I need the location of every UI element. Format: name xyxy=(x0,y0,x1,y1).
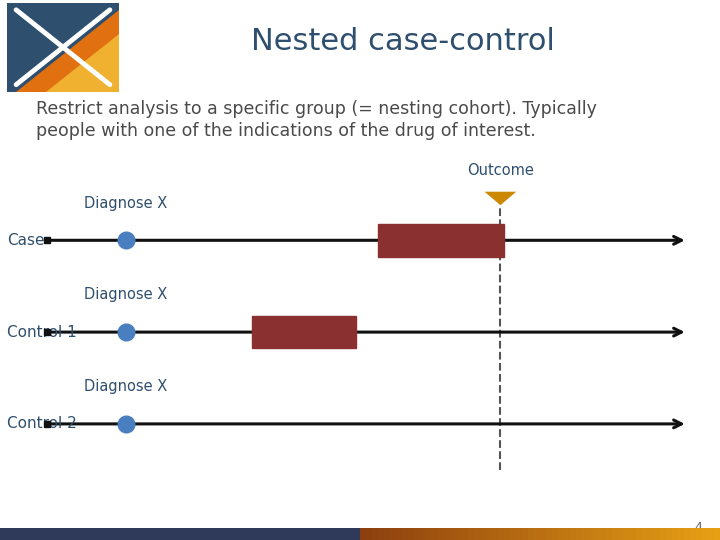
FancyBboxPatch shape xyxy=(612,528,618,540)
FancyBboxPatch shape xyxy=(696,528,703,540)
Text: Control 1: Control 1 xyxy=(7,325,77,340)
FancyBboxPatch shape xyxy=(498,528,505,540)
Text: Nested case-control: Nested case-control xyxy=(251,27,555,56)
Text: Exposure: Exposure xyxy=(405,233,477,247)
FancyBboxPatch shape xyxy=(618,528,625,540)
Text: Case: Case xyxy=(7,233,45,248)
FancyBboxPatch shape xyxy=(552,528,559,540)
Text: Exposure: Exposure xyxy=(268,325,341,339)
FancyBboxPatch shape xyxy=(648,528,654,540)
Polygon shape xyxy=(16,10,119,92)
FancyBboxPatch shape xyxy=(588,528,595,540)
FancyBboxPatch shape xyxy=(474,528,481,540)
FancyBboxPatch shape xyxy=(420,528,427,540)
Text: Diagnose X: Diagnose X xyxy=(84,287,168,302)
FancyBboxPatch shape xyxy=(570,528,577,540)
FancyBboxPatch shape xyxy=(414,528,420,540)
FancyBboxPatch shape xyxy=(558,528,564,540)
FancyBboxPatch shape xyxy=(690,528,697,540)
FancyBboxPatch shape xyxy=(372,528,379,540)
FancyBboxPatch shape xyxy=(630,528,636,540)
FancyBboxPatch shape xyxy=(576,528,582,540)
FancyBboxPatch shape xyxy=(522,528,528,540)
FancyBboxPatch shape xyxy=(390,528,397,540)
FancyBboxPatch shape xyxy=(408,528,415,540)
FancyBboxPatch shape xyxy=(468,528,474,540)
FancyBboxPatch shape xyxy=(534,528,541,540)
FancyBboxPatch shape xyxy=(444,528,451,540)
FancyBboxPatch shape xyxy=(714,528,720,540)
FancyBboxPatch shape xyxy=(252,316,356,348)
Polygon shape xyxy=(485,192,516,205)
FancyBboxPatch shape xyxy=(456,528,463,540)
Text: Control 2: Control 2 xyxy=(7,416,77,431)
FancyBboxPatch shape xyxy=(384,528,391,540)
FancyBboxPatch shape xyxy=(0,528,360,540)
FancyBboxPatch shape xyxy=(426,528,433,540)
FancyBboxPatch shape xyxy=(492,528,499,540)
Text: Diagnose X: Diagnose X xyxy=(84,379,168,394)
FancyBboxPatch shape xyxy=(366,528,373,540)
FancyBboxPatch shape xyxy=(450,528,456,540)
FancyBboxPatch shape xyxy=(504,528,510,540)
Text: Outcome: Outcome xyxy=(467,163,534,178)
FancyBboxPatch shape xyxy=(546,528,553,540)
FancyBboxPatch shape xyxy=(594,528,600,540)
FancyBboxPatch shape xyxy=(378,224,504,256)
FancyBboxPatch shape xyxy=(432,528,438,540)
Text: Diagnose X: Diagnose X xyxy=(84,195,168,211)
FancyBboxPatch shape xyxy=(606,528,613,540)
Text: 4: 4 xyxy=(694,521,702,534)
FancyBboxPatch shape xyxy=(660,528,667,540)
FancyBboxPatch shape xyxy=(510,528,517,540)
Polygon shape xyxy=(46,34,119,92)
FancyBboxPatch shape xyxy=(7,3,119,92)
FancyBboxPatch shape xyxy=(582,528,589,540)
FancyBboxPatch shape xyxy=(486,528,492,540)
Text: Restrict analysis to a specific group (= nesting cohort). Typically: Restrict analysis to a specific group (=… xyxy=(36,100,597,118)
Text: people with one of the indications of the drug of interest.: people with one of the indications of th… xyxy=(36,122,536,139)
FancyBboxPatch shape xyxy=(462,528,469,540)
FancyBboxPatch shape xyxy=(438,528,445,540)
FancyBboxPatch shape xyxy=(480,528,487,540)
FancyBboxPatch shape xyxy=(600,528,607,540)
FancyBboxPatch shape xyxy=(672,528,679,540)
FancyBboxPatch shape xyxy=(678,528,685,540)
FancyBboxPatch shape xyxy=(402,528,409,540)
FancyBboxPatch shape xyxy=(642,528,649,540)
FancyBboxPatch shape xyxy=(708,528,715,540)
FancyBboxPatch shape xyxy=(360,528,366,540)
FancyBboxPatch shape xyxy=(378,528,384,540)
FancyBboxPatch shape xyxy=(666,528,672,540)
FancyBboxPatch shape xyxy=(684,528,690,540)
FancyBboxPatch shape xyxy=(702,528,708,540)
FancyBboxPatch shape xyxy=(564,528,571,540)
FancyBboxPatch shape xyxy=(516,528,523,540)
FancyBboxPatch shape xyxy=(654,528,661,540)
FancyBboxPatch shape xyxy=(636,528,643,540)
FancyBboxPatch shape xyxy=(540,528,546,540)
FancyBboxPatch shape xyxy=(624,528,631,540)
FancyBboxPatch shape xyxy=(528,528,535,540)
FancyBboxPatch shape xyxy=(396,528,402,540)
